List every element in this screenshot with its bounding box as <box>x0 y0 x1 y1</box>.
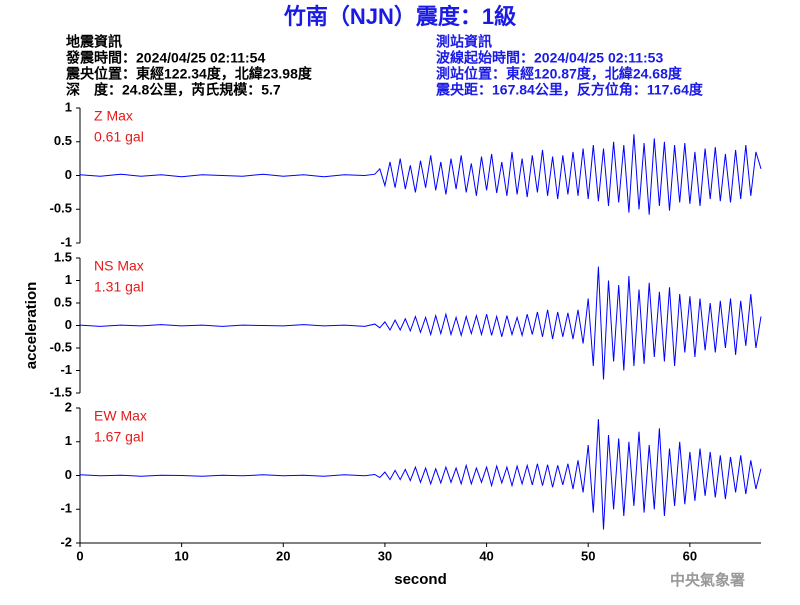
y-tick-label: 0 <box>65 167 72 182</box>
station-line: 震央距：167.84公里，反方位角：117.64度 <box>435 82 704 98</box>
y-tick-label: 1 <box>65 272 72 287</box>
x-tick-label: 20 <box>276 548 290 563</box>
footer: 中央氣象署 <box>670 571 745 589</box>
y-tick-label: -0.5 <box>50 201 72 216</box>
y-tick-label: -1 <box>60 501 72 516</box>
y-tick-label: -1 <box>60 362 72 377</box>
x-axis-label: second <box>394 571 447 588</box>
x-tick-label: 0 <box>76 548 83 563</box>
y-axis-label: acceleration <box>23 282 40 370</box>
waveform <box>79 419 762 530</box>
annotation: 0.61 gal <box>94 129 144 145</box>
info-line: 深 度：24.8公里，芮氏規模：5.7 <box>66 82 281 98</box>
y-tick-label: -2 <box>60 534 72 549</box>
y-tick-label: 0.5 <box>54 294 72 309</box>
x-tick-label: 60 <box>683 548 697 563</box>
station-line: 測站位置：東經120.87度，北緯24.68度 <box>436 66 683 82</box>
annotation: NS Max <box>94 258 144 274</box>
y-tick-label: 1 <box>65 99 72 114</box>
waveform <box>79 134 762 215</box>
info-line: 震央位置：東經122.34度，北緯23.98度 <box>65 66 313 82</box>
x-tick-label: 40 <box>479 548 493 563</box>
info-line: 地震資訊 <box>66 34 122 50</box>
annotation: EW Max <box>94 408 147 424</box>
x-tick-label: 10 <box>174 548 188 563</box>
y-tick-label: 0.5 <box>54 133 72 148</box>
y-tick-label: 2 <box>65 399 72 414</box>
y-tick-label: 1 <box>65 433 72 448</box>
y-tick-label: 0 <box>65 317 72 332</box>
chart-title: 竹南（NJN）震度：1級 <box>283 4 516 29</box>
station-line: 測站資訊 <box>436 34 492 50</box>
waveform <box>79 266 762 380</box>
y-tick-label: -1 <box>60 234 72 249</box>
y-tick-label: 0 <box>65 467 72 482</box>
y-tick-label: 1.5 <box>54 249 72 264</box>
x-tick-label: 30 <box>378 548 392 563</box>
x-tick-label: 50 <box>581 548 595 563</box>
y-tick-label: -0.5 <box>50 339 72 354</box>
y-tick-label: -1.5 <box>50 384 72 399</box>
annotation: Z Max <box>94 108 133 124</box>
info-line: 發震時間：2024/04/25 02:11:54 <box>65 50 265 66</box>
station-line: 波線起始時間：2024/04/25 02:11:53 <box>436 50 663 66</box>
annotation: 1.67 gal <box>94 429 144 445</box>
annotation: 1.31 gal <box>94 279 144 295</box>
